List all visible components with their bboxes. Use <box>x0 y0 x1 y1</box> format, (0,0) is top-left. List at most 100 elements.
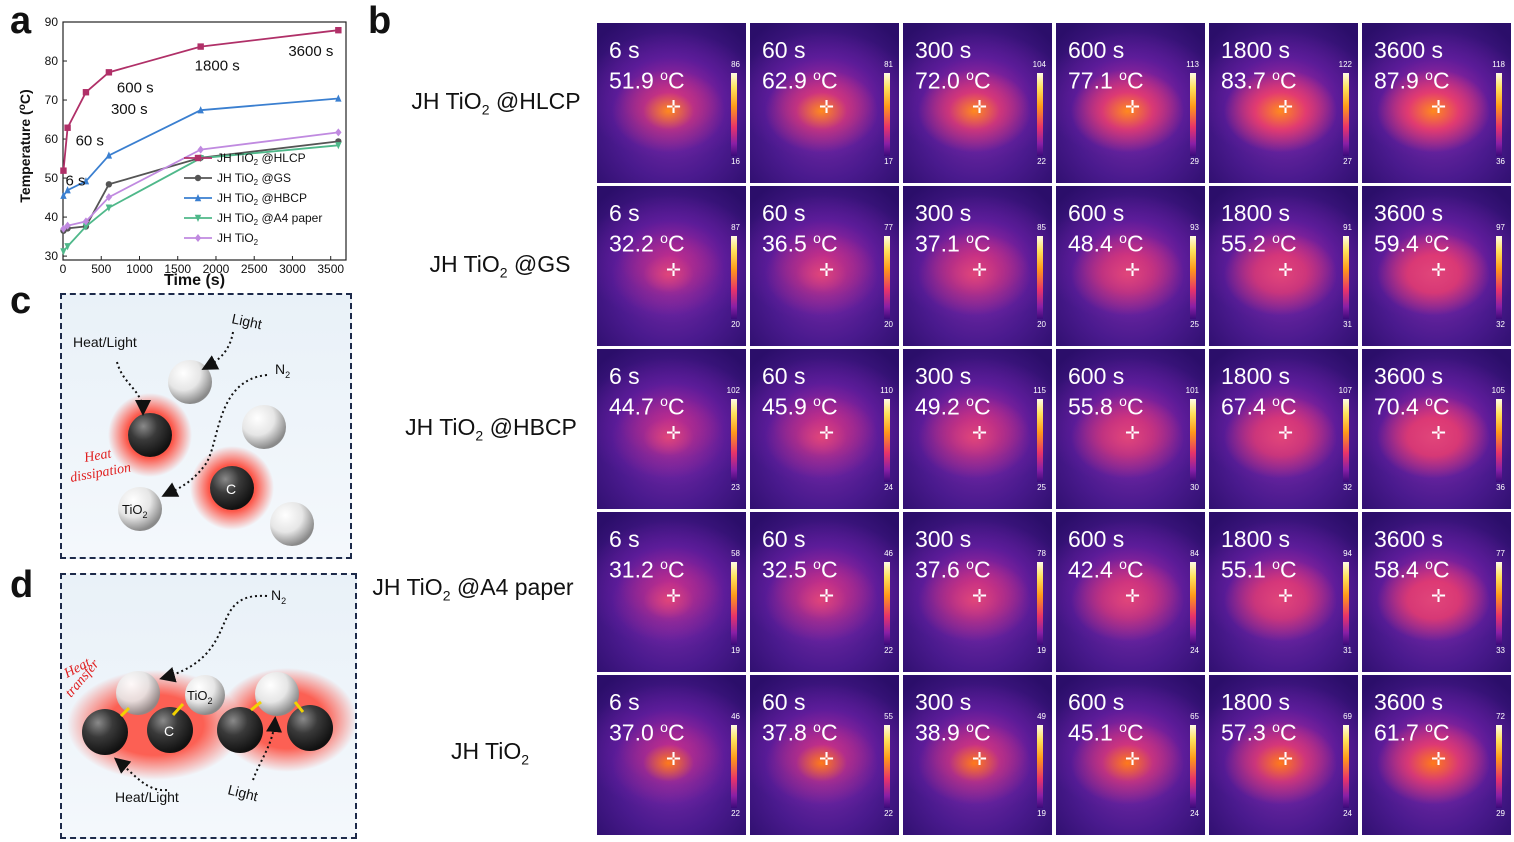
crosshair-icon: ✛ <box>1431 423 1447 444</box>
color-scale-min: 30 <box>1190 483 1199 492</box>
color-scale-max: 87 <box>731 223 740 232</box>
legend-entry: JH TiO2 @A4 paper <box>217 211 322 227</box>
tile-temperature-label: 49.2 oC <box>915 393 991 420</box>
color-scale-bar <box>1037 236 1043 319</box>
data-point <box>60 191 67 199</box>
crosshair-icon: ✛ <box>819 97 835 118</box>
thermal-image-tile: 6 s 31.2 oC 58 19 ✛ <box>597 512 746 672</box>
tile-time-label: 3600 s <box>1374 363 1444 389</box>
color-scale-max: 102 <box>726 386 740 395</box>
tile-temperature-label: 37.8 oC <box>762 719 838 746</box>
color-scale-max: 107 <box>1338 386 1352 395</box>
thermal-image-tile: 6 s 44.7 oC 102 23 ✛ <box>597 349 746 509</box>
color-scale-max: 93 <box>1190 223 1199 232</box>
color-scale-bar <box>1037 399 1043 482</box>
plot-frame <box>62 21 347 261</box>
n2-arrow <box>159 594 268 683</box>
tile-time-label: 1800 s <box>1221 689 1291 715</box>
color-scale-min: 31 <box>1343 646 1352 655</box>
thermal-image-tile: 300 s 72.0 oC 104 22 ✛ <box>903 23 1052 183</box>
color-scale-min: 36 <box>1496 483 1505 492</box>
crosshair-icon: ✛ <box>1125 423 1141 444</box>
tile-time-label: 1800 s <box>1221 363 1291 389</box>
crosshair-icon: ✛ <box>972 260 988 281</box>
color-scale-bar <box>884 562 890 645</box>
color-scale-min: 24 <box>884 483 893 492</box>
color-scale-max: 122 <box>1338 60 1352 69</box>
thermal-image-tile: 600 s 55.8 oC 101 30 ✛ <box>1056 349 1205 509</box>
data-point <box>82 89 90 96</box>
light-label: Light <box>226 781 259 804</box>
color-scale-bar <box>731 725 737 808</box>
carbon-label: C <box>226 481 236 497</box>
color-scale-bar <box>731 236 737 319</box>
thermal-image-tile: 600 s 42.4 oC 84 24 ✛ <box>1056 512 1205 672</box>
data-point <box>64 243 71 251</box>
tio2-particle <box>185 675 225 715</box>
tile-time-label: 1800 s <box>1221 200 1291 226</box>
color-scale-min: 24 <box>1343 809 1352 818</box>
thermal-image-tile: 600 s 77.1 oC 113 29 ✛ <box>1056 23 1205 183</box>
tile-time-label: 600 s <box>1068 37 1125 63</box>
color-scale-max: 85 <box>1037 223 1046 232</box>
tile-temperature-label: 83.7 oC <box>1221 67 1297 94</box>
color-scale-bar <box>1190 399 1196 482</box>
color-scale-max: 46 <box>731 712 740 721</box>
color-scale-min: 17 <box>884 157 893 166</box>
color-scale-max: 86 <box>731 60 740 69</box>
tile-temperature-label: 37.1 oC <box>915 230 991 257</box>
tile-temperature-label: 32.2 oC <box>609 230 685 257</box>
color-scale-bar <box>1190 73 1196 156</box>
crosshair-icon: ✛ <box>1278 260 1294 281</box>
color-scale-min: 22 <box>731 809 740 818</box>
tile-time-label: 60 s <box>762 37 806 63</box>
white-particle <box>255 672 299 716</box>
crosshair-icon: ✛ <box>1125 260 1141 281</box>
color-scale-bar <box>1343 236 1349 319</box>
tile-time-label: 3600 s <box>1374 37 1444 63</box>
thermal-image-tile: 1800 s 83.7 oC 122 27 ✛ <box>1209 23 1358 183</box>
tile-temperature-label: 36.5 oC <box>762 230 838 257</box>
temperature-line-chart: 0 500 1000 1500 2000 2500 3000 3500 30 40 50 60 70 80… <box>17 15 347 289</box>
color-scale-max: 91 <box>1343 223 1352 232</box>
crosshair-icon: ✛ <box>1278 749 1294 770</box>
data-point <box>335 128 342 137</box>
dark-particle <box>287 705 333 751</box>
color-scale-min: 29 <box>1190 157 1199 166</box>
color-scale-max: 77 <box>1496 549 1505 558</box>
carbon-particle <box>147 707 193 753</box>
thermal-image-tile: 60 s 62.9 oC 81 17 ✛ <box>750 23 899 183</box>
tile-temperature-label: 55.8 oC <box>1068 393 1144 420</box>
tile-temperature-label: 87.9 oC <box>1374 67 1450 94</box>
tile-time-label: 6 s <box>609 200 640 226</box>
crosshair-icon: ✛ <box>666 260 682 281</box>
data-point <box>197 145 204 154</box>
color-scale-max: 49 <box>1037 712 1046 721</box>
data-point <box>64 221 71 230</box>
row-label: JH TiO2 @GS <box>429 251 571 281</box>
color-scale-min: 32 <box>1496 320 1505 329</box>
tile-time-label: 600 s <box>1068 526 1125 552</box>
color-scale-bar <box>731 73 737 156</box>
tile-temperature-label: 44.7 oC <box>609 393 685 420</box>
row-label: JH TiO2 <box>450 738 530 768</box>
tile-temperature-label: 59.4 oC <box>1374 230 1450 257</box>
dark-particle <box>217 707 263 753</box>
crosshair-icon: ✛ <box>1278 423 1294 444</box>
tile-time-label: 300 s <box>915 526 972 552</box>
series-line <box>62 29 339 171</box>
color-scale-max: 115 <box>1033 386 1046 395</box>
crosshair-icon: ✛ <box>972 97 988 118</box>
tile-temperature-label: 37.6 oC <box>915 556 991 583</box>
legend-entry: JH TiO2 <box>217 231 259 247</box>
data-point <box>194 174 202 182</box>
thermal-image-tile: 300 s 38.9 oC 49 19 ✛ <box>903 675 1052 835</box>
thermal-image-tile: 60 s 37.8 oC 55 22 ✛ <box>750 675 899 835</box>
thermal-image-tile: 300 s 37.6 oC 78 19 ✛ <box>903 512 1052 672</box>
color-scale-max: 97 <box>1496 223 1505 232</box>
tile-temperature-label: 48.4 oC <box>1068 230 1144 257</box>
color-scale-bar <box>1343 73 1349 156</box>
y-tick-label: 60 <box>45 132 59 146</box>
crosshair-icon: ✛ <box>1431 586 1447 607</box>
tile-temperature-label: 57.3 oC <box>1221 719 1297 746</box>
